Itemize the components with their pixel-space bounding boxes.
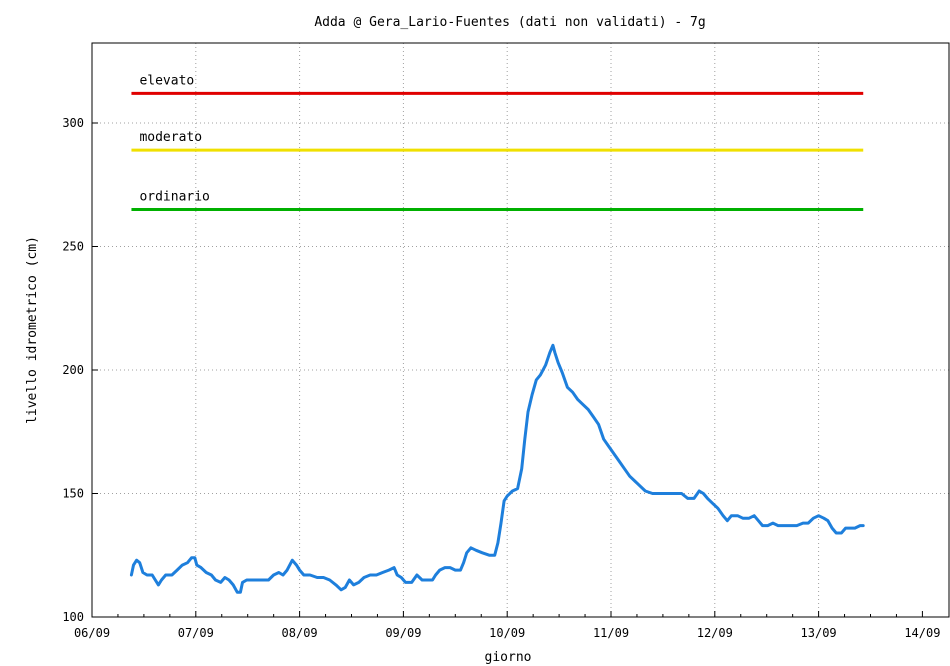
plot-frame <box>91 42 950 618</box>
threshold-lines: elevato moderato ordinario <box>131 73 864 211</box>
y-axis-label: livello idrometrico (cm) <box>25 236 40 424</box>
y-tick-label: 200 <box>62 363 84 377</box>
x-tick-label: 10/09 <box>489 626 525 640</box>
x-tick-label: 08/09 <box>282 626 318 640</box>
axis-ticks <box>91 122 923 618</box>
x-tick-labels: 06/09 07/09 08/09 09/09 10/09 11/09 12/09 13/09… <box>74 626 941 640</box>
data-series <box>129 343 865 594</box>
threshold-label-elevato: elevato <box>139 73 194 88</box>
threshold-label-ordinario: ordinario <box>139 189 209 204</box>
x-axis-label: giorno <box>485 650 532 665</box>
y-tick-label: 100 <box>62 610 84 624</box>
y-tick-label: 250 <box>62 240 84 254</box>
x-tick-label: 14/09 <box>904 626 940 640</box>
x-tick-label: 07/09 <box>178 626 214 640</box>
y-tick-label: 300 <box>62 116 84 130</box>
chart-title: Adda @ Gera_Lario-Fuentes (dati non vali… <box>314 15 705 30</box>
x-tick-label: 09/09 <box>385 626 421 640</box>
x-tick-label: 06/09 <box>74 626 110 640</box>
grid <box>92 43 949 617</box>
series-line-0 <box>129 343 865 594</box>
y-tick-label: 150 <box>62 487 84 501</box>
y-tick-labels: 100 150 200 250 300 <box>62 116 84 624</box>
x-tick-label: 11/09 <box>593 626 629 640</box>
x-tick-label: 12/09 <box>697 626 733 640</box>
threshold-label-moderato: moderato <box>139 130 202 145</box>
x-tick-label: 13/09 <box>801 626 837 640</box>
